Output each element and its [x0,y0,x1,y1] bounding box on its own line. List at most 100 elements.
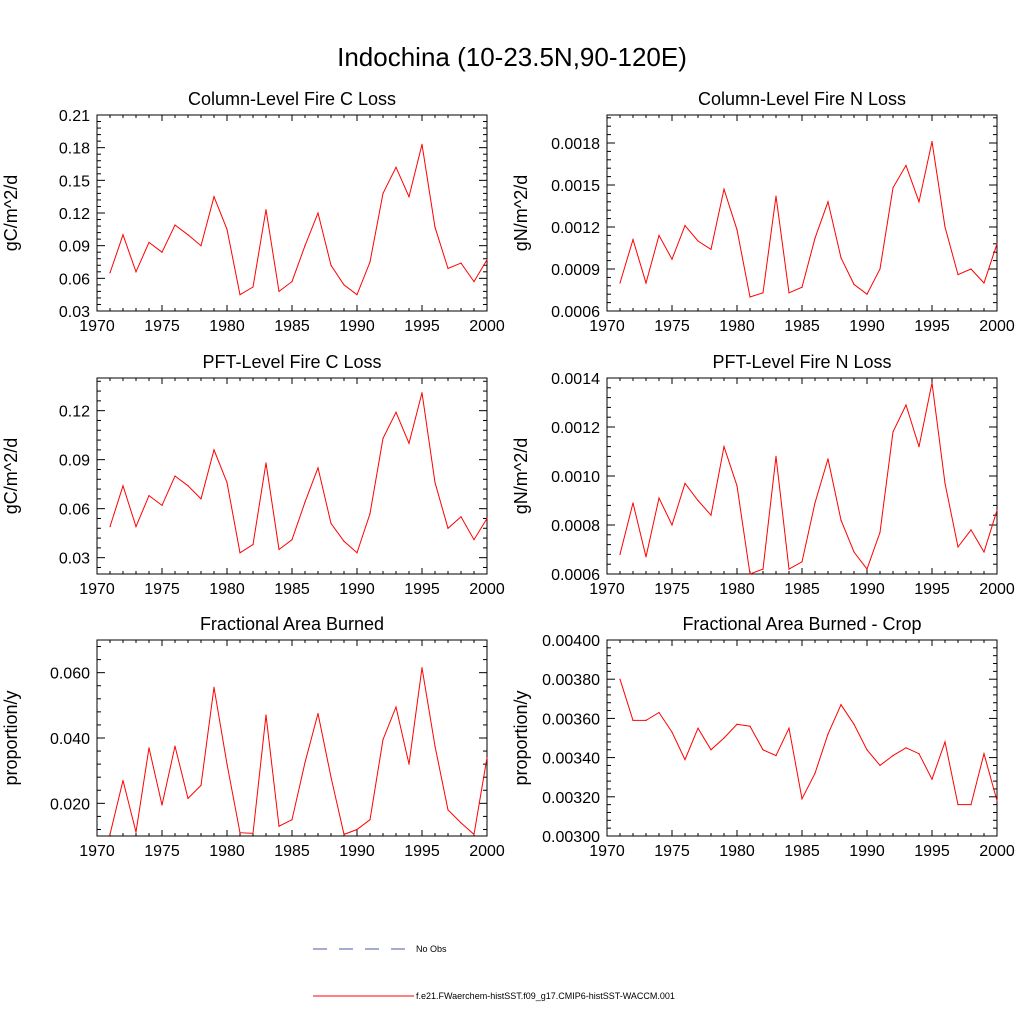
data-point [473,833,475,835]
data-point [892,187,894,189]
data-point [434,226,436,228]
data-point [174,224,176,226]
data-point [775,455,777,457]
data-point [434,745,436,747]
y-tick-label: 0.06 [59,502,90,519]
plot-frame [96,377,488,575]
data-point [369,261,371,263]
data-point [775,755,777,757]
data-point [801,561,803,563]
data-point [122,485,124,487]
data-point [957,546,959,548]
x-tick-label: 1995 [914,843,950,860]
data-point [291,819,293,821]
data-point [840,704,842,706]
panel-title: Fractional Area Burned [200,614,384,634]
data-point [814,502,816,504]
series-line [109,144,488,296]
figure-title: Indochina (10-23.5N,90-120E) [337,42,687,72]
data-point [161,504,163,506]
x-tick-label: 2000 [469,843,505,860]
data-point [814,772,816,774]
data-point [866,568,868,570]
y-axis-label: gN/m^2/d [511,438,531,514]
data-point [408,763,410,765]
data-point [736,229,738,231]
data-point [658,497,660,499]
y-tick-label: 0.040 [50,731,90,748]
data-point [148,241,150,243]
x-tick-label: 1970 [79,581,115,598]
y-axis-label: proportion/y [1,690,21,785]
y-axis-label: gC/m^2/d [1,175,21,251]
data-point [395,706,397,708]
y-tick-label: 0.09 [59,239,90,256]
data-point [944,741,946,743]
panel-3: PFT-Level Fire C Loss gC/m^2/d 1970 1975 198… [1,352,505,598]
data-point [421,143,423,145]
data-point [486,517,488,520]
y-tick-label: 0.12 [59,206,90,223]
data-point [619,678,621,680]
data-point [749,573,751,575]
data-point [827,733,829,735]
x-tick-label: 1990 [339,843,375,860]
data-point [239,552,241,554]
data-point [658,711,660,714]
y-tick-label: 0.00380 [542,672,600,689]
x-tick-label: 1980 [719,318,755,335]
data-point [905,164,907,166]
data-point [983,282,985,284]
data-point [801,798,803,800]
x-tick-label: 1990 [339,318,375,335]
y-tick-label: 0.0012 [551,220,600,237]
x-tick-label: 1975 [144,581,180,598]
x-tick-label: 1970 [79,318,115,335]
data-point [460,262,462,264]
x-tick-label: 1975 [144,318,180,335]
y-tick-label: 0.21 [59,108,90,125]
data-point [447,809,449,811]
y-tick-label: 0.0018 [551,136,600,153]
data-point [330,522,332,524]
data-point [382,739,384,741]
y-tick-label: 0.12 [59,404,90,421]
data-point [252,544,254,546]
x-tick-label: 1985 [784,843,820,860]
data-point [762,749,764,751]
panel-4: PFT-Level Fire N Loss gN/m^2/d 1970 1975 198… [511,352,1015,598]
series-line [619,679,998,806]
data-point [710,248,712,250]
y-tick-label: 0.020 [50,796,90,813]
data-point [135,831,137,833]
data-point [684,482,686,484]
data-point [762,568,764,570]
data-point [265,209,267,211]
data-point [239,832,241,834]
data-point [697,240,699,242]
data-point [749,725,751,727]
x-tick-label: 2000 [469,318,505,335]
data-point [161,251,163,253]
data-point [970,529,972,531]
legend: No Obs f.e21.FWaerchem-histSST.f09_g17.C… [313,944,675,1001]
data-point [187,234,189,236]
plot-frame [96,639,488,837]
data-point [408,442,410,444]
y-tick-label: 0.00360 [542,711,600,728]
data-point [671,258,673,260]
x-tick-label: 1970 [589,843,625,860]
plot-frame [606,114,998,312]
data-point [879,531,881,533]
y-tick-label: 0.15 [59,173,90,190]
data-point [317,212,319,214]
data-point [723,188,725,190]
data-point [122,234,124,236]
data-point [109,272,111,274]
data-point [866,749,868,751]
data-point [632,502,634,504]
y-axis-label: gC/m^2/d [1,438,21,514]
data-point [395,411,397,413]
data-point [879,764,881,767]
plot-frame [606,639,998,837]
